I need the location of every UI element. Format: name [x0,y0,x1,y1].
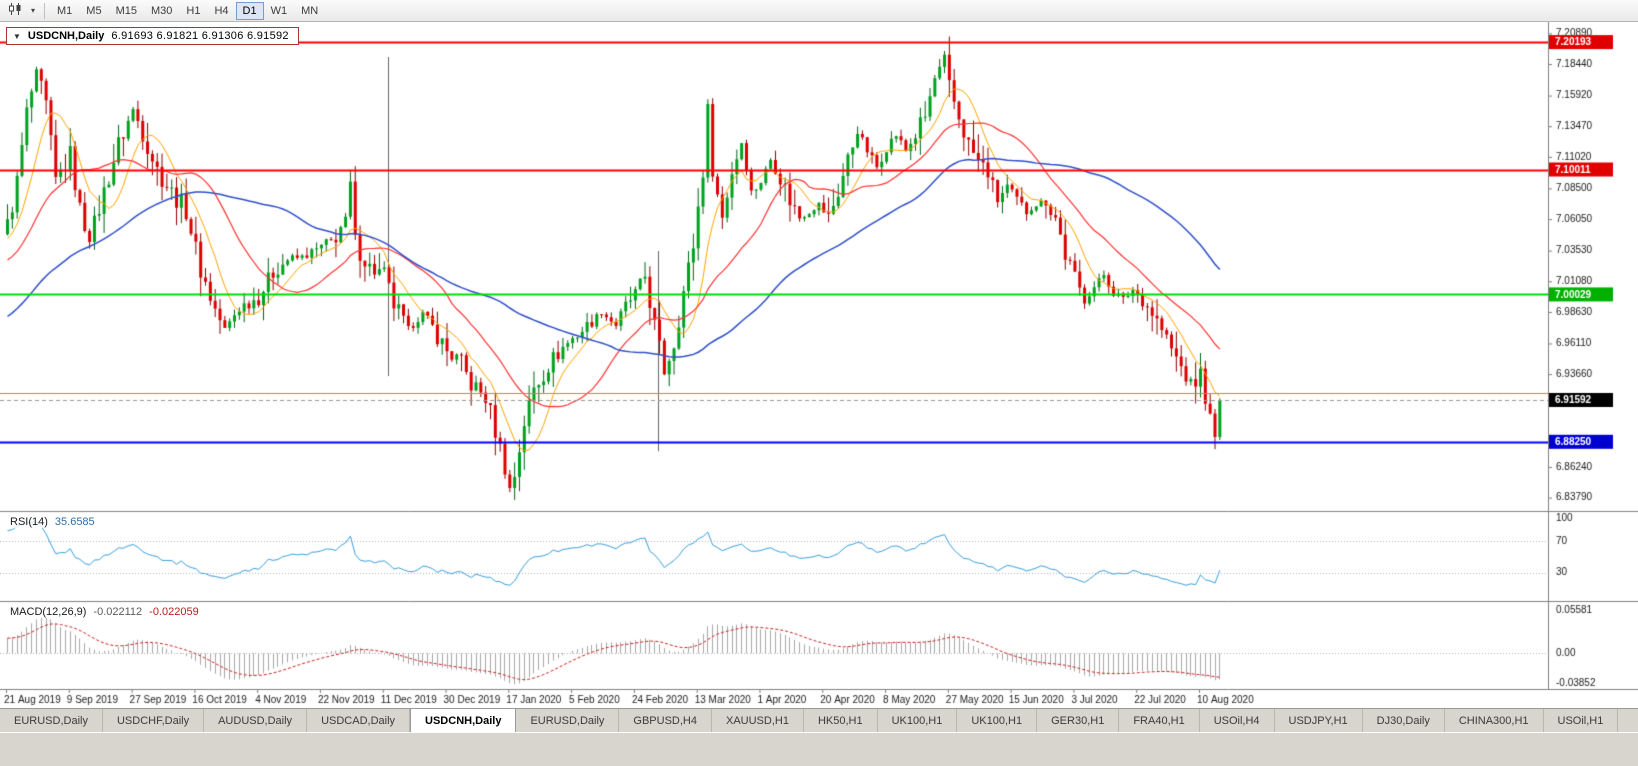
chart-tab-usdjpy-h1-14[interactable]: USDJPY,H1 [1275,709,1363,732]
chart-tab-eurusd-daily-5[interactable]: EURUSD,Daily [516,709,620,732]
macd-name: MACD(12,26,9) [10,606,87,618]
rsi-value: 35.6585 [54,516,95,528]
chart-title: USDCNH,Daily [27,30,105,42]
chart-type-dropdown[interactable]: ▾ [27,2,39,20]
chart-tab-china300-h1-16[interactable]: CHINA300,H1 [1445,709,1544,732]
chart-tab-usdcad-daily-3[interactable]: USDCAD,Daily [307,709,411,732]
ohlc-values: 6.91693 6.91821 6.91306 6.91592 [111,30,289,42]
symbol-dropdown-icon[interactable]: ▼ [13,31,21,41]
chart-tab-fra40-h1-12[interactable]: FRA40,H1 [1119,709,1200,732]
status-bar [0,732,1638,766]
toolbar-separator [44,2,45,19]
chart-tab-dj30-daily-15[interactable]: DJ30,Daily [1363,709,1445,732]
macd-main-value: -0.022112 [93,606,143,618]
macd-indicator-label: MACD(12,26,9) -0.022112 -0.022059 [8,606,201,618]
timeframe-button-d1[interactable]: D1 [235,1,264,20]
chart-tab-usoil-h1-17[interactable]: USOil,H1 [1544,709,1619,732]
chart-tab-eurusd-daily-0[interactable]: EURUSD,Daily [0,709,103,732]
price-chart-canvas[interactable] [0,22,1638,708]
chart-tab-hk50-h1-8[interactable]: HK50,H1 [804,709,878,732]
chart-tab-bar: EURUSD,Daily USDCHF,Daily AUDUSD,Daily USDC… [0,708,1638,732]
timeframe-button-m15[interactable]: M15 [109,2,144,20]
rsi-name: RSI(14) [10,516,48,528]
timeframe-button-w1[interactable]: W1 [264,2,295,20]
chart-tab-ger30-h1-11[interactable]: GER30,H1 [1037,709,1120,732]
timeframe-button-group: M1 M5 M15 M30 H1 H4 D1 W1 MN [50,1,325,20]
chart-tab-uk100-h1-10[interactable]: UK100,H1 [957,709,1038,732]
timeframe-button-mn[interactable]: MN [294,2,325,20]
chart-tab-xauusd-h1-7[interactable]: XAUUSD,H1 [712,709,804,732]
chart-tab-usdcnh-daily-4[interactable]: USDCNH,Daily [410,709,517,732]
timeframe-button-h1[interactable]: H1 [179,2,207,20]
chart-tab-usdchf-daily-1[interactable]: USDCHF,Daily [103,709,205,732]
toolbar: ▾ M1 M5 M15 M30 H1 H4 D1 W1 MN [0,0,1638,22]
chart-type-button[interactable] [4,2,26,20]
chart-tab-usoil-h4-13[interactable]: USOil,H4 [1200,709,1275,732]
symbol-info-box[interactable]: ▼ USDCNH,Daily 6.91693 6.91821 6.91306 6… [6,27,299,45]
timeframe-button-m5[interactable]: M5 [79,2,108,20]
macd-signal-value: -0.022059 [149,606,199,618]
timeframe-button-m1[interactable]: M1 [50,2,79,20]
chart-tab-audusd-daily-2[interactable]: AUDUSD,Daily [204,709,308,732]
timeframe-button-h4[interactable]: H4 [207,2,235,20]
rsi-indicator-label: RSI(14) 35.6585 [8,516,97,528]
candlestick-chart-icon [8,3,22,18]
timeframe-button-m30[interactable]: M30 [144,2,179,20]
chart-tab-gbpusd-h4-6[interactable]: GBPUSD,H4 [619,709,712,732]
chart-area: ▼ USDCNH,Daily 6.91693 6.91821 6.91306 6… [0,22,1638,708]
chart-tab-uk100-h1-9[interactable]: UK100,H1 [878,709,958,732]
